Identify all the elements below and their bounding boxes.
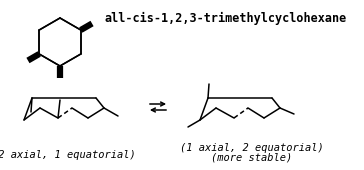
Text: (2 axial, 1 equatorial): (2 axial, 1 equatorial) xyxy=(0,150,136,160)
Text: all-cis-1,2,3-trimethylcyclohexane: all-cis-1,2,3-trimethylcyclohexane xyxy=(105,11,347,24)
Text: (1 axial, 2 equatorial): (1 axial, 2 equatorial) xyxy=(180,143,324,153)
Text: (more stable): (more stable) xyxy=(211,153,293,163)
